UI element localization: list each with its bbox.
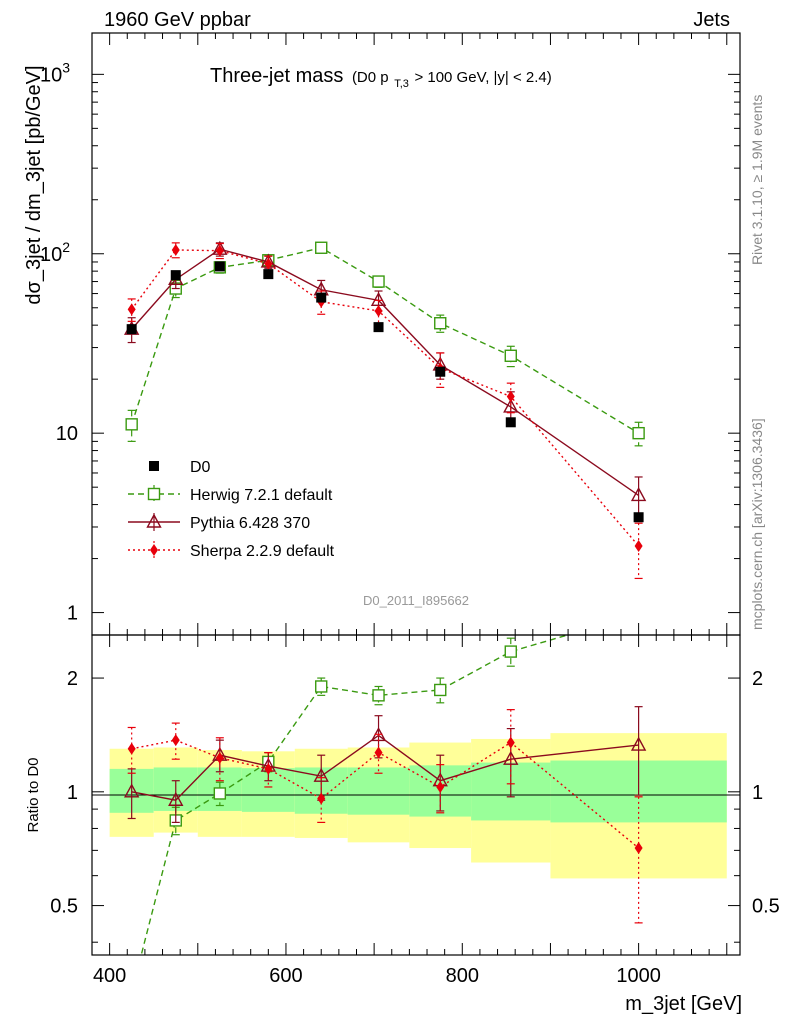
main-y-axis-label: dσ_3jet / dm_3jet [pb/GeV]: [23, 65, 45, 304]
sherpa-ratio-point: [127, 742, 136, 755]
analysis-watermark: D0_2011_I895662: [363, 593, 469, 608]
herwig-main-line: [131, 247, 639, 434]
herwig-ratio-point: [372, 689, 385, 702]
legend-label: D0: [190, 459, 211, 476]
legend-marker: [150, 544, 158, 556]
sherpa-main-point: [506, 390, 515, 403]
x-axis-label: m_3jet [GeV]: [625, 993, 742, 1015]
legend-marker: [147, 487, 161, 501]
sherpa-ratio-point: [317, 792, 326, 805]
plot-title: Three-jet mass (D0 p T,3 > 100 GeV, |y| …: [210, 65, 552, 92]
mcplots-credit-label: mcplots.cern.ch [arXiv:1306.3436]: [749, 418, 765, 630]
sherpa-ratio-point: [436, 780, 445, 793]
rivet-version-label: Rivet 3.1.10, ≥ 1.9M events: [749, 95, 765, 265]
d0-main-point: [126, 324, 137, 335]
herwig-ratio-line: [140, 635, 571, 955]
main-panel-series: [123, 240, 647, 580]
title-cut-prefix: (D0 p: [352, 69, 389, 86]
legend-label: Pythia 6.428 370: [190, 515, 310, 532]
sherpa-main-point: [171, 243, 180, 256]
green-band-bin: [347, 767, 410, 815]
d0-main-point: [263, 269, 274, 280]
pythia-main-point: [503, 398, 519, 413]
legend-marker: [149, 461, 159, 471]
sherpa-main-point: [634, 540, 643, 553]
sherpa-ratio-point: [215, 751, 224, 764]
ratio-y-tick-label-right: 1: [752, 782, 763, 804]
d0-main-point: [170, 270, 181, 281]
ratio-panel-series: [123, 609, 647, 998]
herwig-ratio-point: [633, 609, 644, 620]
pythia-ratio-point: [503, 750, 519, 765]
sherpa-main-point: [215, 244, 224, 257]
main-y-tick-label: 10: [56, 423, 78, 445]
herwig-ratio-point: [315, 680, 328, 693]
herwig-ratio-point: [126, 987, 137, 998]
ratio-y-tick-label-right: 2: [752, 668, 763, 690]
herwig-ratio-point: [504, 645, 517, 658]
sherpa-ratio-point: [374, 746, 383, 759]
legend: D0 Herwig 7.2.1 default Pythia 6.428 370 Sh…: [128, 459, 335, 560]
sherpa-ratio-line: [131, 739, 640, 849]
x-tick-label: 1000: [616, 965, 661, 987]
d0-main-point: [214, 261, 225, 272]
sherpa-main-line: [131, 249, 640, 547]
herwig-main-point: [434, 317, 447, 330]
herwig-main-point: [372, 275, 385, 288]
axis-ticks: 400 600 800 1000 1 10 102 103 0.5 0.5 1 1 2 2: [40, 33, 780, 987]
legend-marker: [146, 513, 162, 528]
herwig-main-point: [125, 418, 138, 431]
d0-main-point: [373, 322, 384, 333]
title-main: Three-jet mass: [210, 65, 343, 87]
ratio-uncertainty-bands: [109, 733, 727, 879]
main-y-tick-label: 102: [40, 239, 70, 266]
d0-main-point: [316, 292, 327, 303]
title-cut-sub: T,3: [394, 78, 409, 90]
pythia-ratio-point: [313, 767, 329, 782]
main-y-tick-label: 1: [67, 603, 78, 625]
pythia-main-point: [630, 486, 647, 502]
x-tick-label: 800: [446, 965, 479, 987]
sherpa-ratio-point: [171, 734, 180, 747]
header-right: Jets: [693, 9, 730, 31]
title-cut-suffix: > 100 GeV, |y| < 2.4): [414, 69, 551, 86]
header-left: 1960 GeV ppbar: [104, 9, 251, 31]
sherpa-ratio-point: [506, 736, 515, 749]
herwig-ratio-point: [213, 787, 227, 800]
sherpa-main-point: [264, 257, 273, 270]
d0-main-point: [505, 417, 516, 428]
pythia-ratio-point: [168, 791, 184, 806]
pythia-ratio-point: [123, 783, 140, 798]
ratio-y-tick-label: 2: [67, 668, 78, 690]
ratio-y-tick-label: 0.5: [50, 896, 78, 918]
d0-main-point: [435, 366, 446, 377]
ratio-y-tick-label-right: 0.5: [752, 896, 780, 918]
herwig-main-point: [504, 349, 517, 362]
x-tick-label: 600: [269, 965, 302, 987]
sherpa-ratio-point: [634, 842, 643, 855]
legend-label: Sherpa 2.2.9 default: [190, 543, 335, 560]
herwig-main-point: [632, 426, 645, 440]
ratio-y-axis-label: Ratio to D0: [25, 757, 42, 832]
legend-label: Herwig 7.2.1 default: [190, 487, 333, 504]
sherpa-ratio-point: [264, 762, 273, 775]
pythia-ratio-point: [630, 736, 647, 751]
ratio-panel-frame: [91, 634, 741, 956]
sherpa-main-point: [127, 303, 136, 316]
d0-main-point: [633, 512, 644, 523]
ratio-y-tick-label: 1: [67, 782, 78, 804]
sherpa-main-point: [374, 304, 383, 317]
herwig-ratio-point: [434, 683, 447, 697]
x-tick-label: 400: [93, 965, 126, 987]
herwig-main-point: [315, 241, 328, 254]
main-y-tick-label: 103: [40, 59, 70, 86]
